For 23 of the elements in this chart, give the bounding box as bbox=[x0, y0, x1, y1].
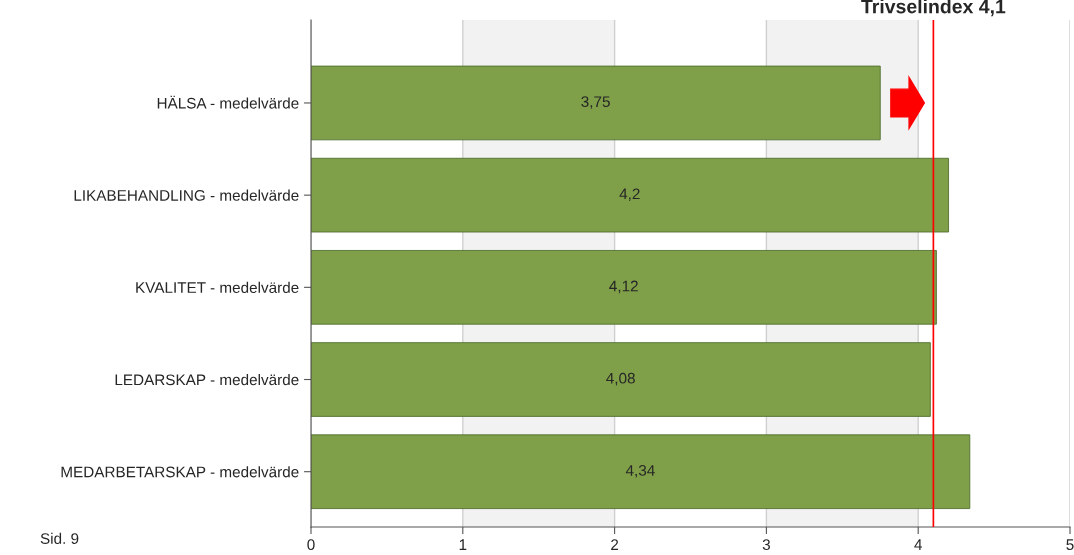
y-tick-label: LEDARSKAP - medelvärde bbox=[115, 373, 299, 386]
y-tick-label: KVALITET - medelvärde bbox=[136, 281, 299, 294]
x-tick-label: 2 bbox=[611, 539, 619, 550]
ref-line-label: Trivselindex 4,1 bbox=[861, 0, 1006, 17]
x-tick-label: 0 bbox=[307, 539, 315, 551]
bar bbox=[311, 65, 881, 141]
bar bbox=[311, 434, 971, 509]
x-tick-label: 4 bbox=[914, 539, 922, 550]
bar bbox=[311, 157, 949, 233]
data-label: 4,2 bbox=[619, 188, 640, 202]
data-label: 4,08 bbox=[606, 372, 635, 386]
bar bbox=[311, 250, 937, 325]
bar bbox=[311, 342, 931, 417]
x-tick-label: 5 bbox=[1066, 539, 1074, 551]
y-tick-label: LIKABEHANDLING - medelvärde bbox=[74, 189, 299, 201]
data-label: 4,34 bbox=[625, 464, 655, 478]
text: Sid. 9 bbox=[40, 532, 79, 544]
x-tick-label: 1 bbox=[459, 539, 467, 550]
data-label: 3,75 bbox=[581, 96, 610, 109]
y-tick-label: HÄLSA - medelvärde bbox=[157, 95, 299, 109]
x-tick-label: 3 bbox=[762, 539, 770, 551]
y-tick-label: MEDARBETARSKAP - medelvärde bbox=[61, 466, 299, 478]
data-label: 4,12 bbox=[609, 280, 638, 294]
